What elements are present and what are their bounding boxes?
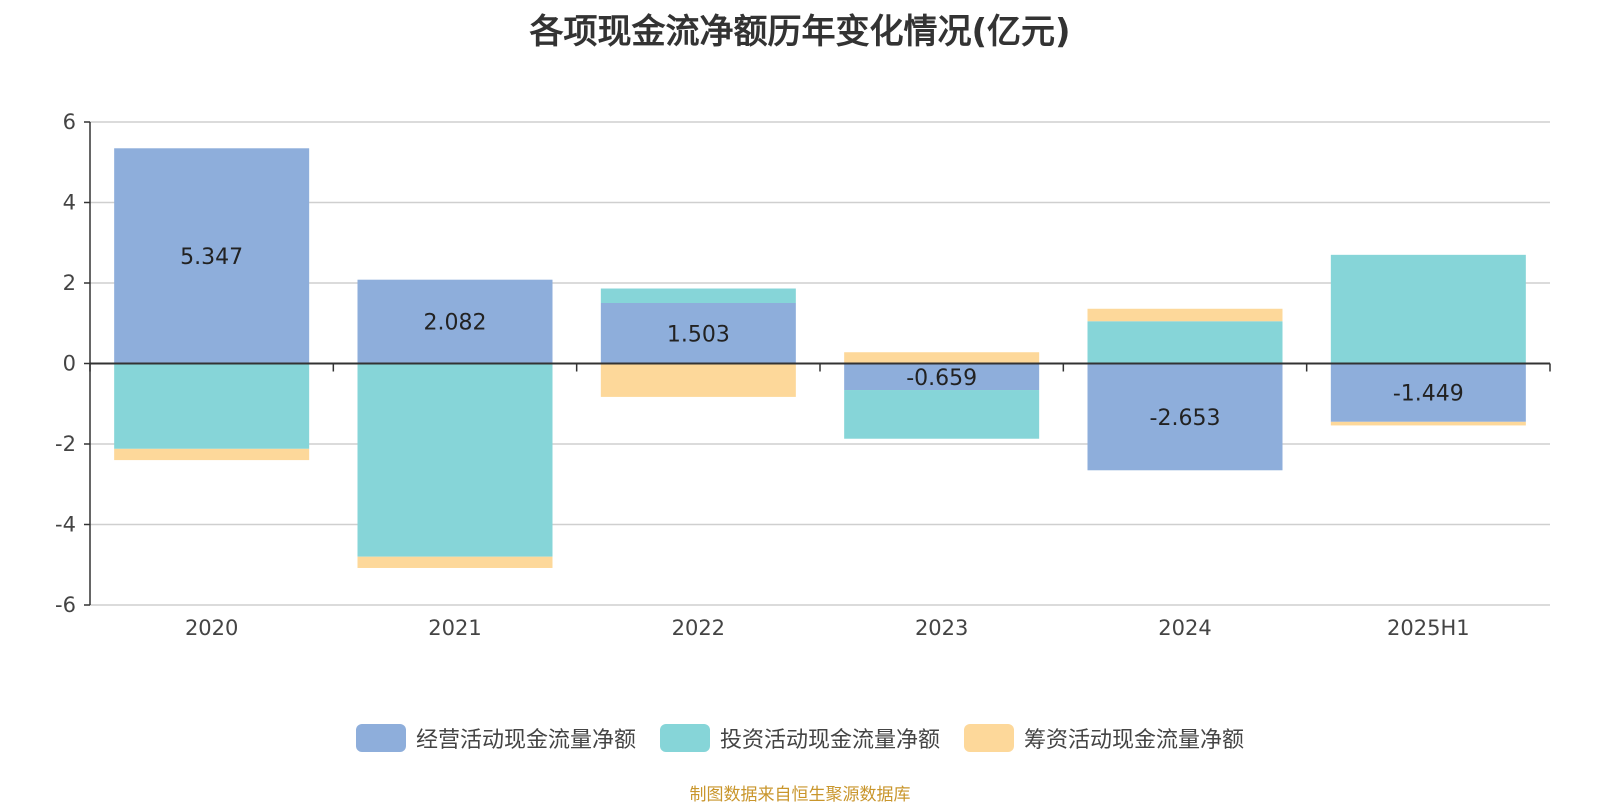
x-tick-label: 2025H1 bbox=[1387, 616, 1470, 640]
data-label-2021: 2.082 bbox=[424, 311, 487, 336]
bar-financing-2020[interactable] bbox=[114, 448, 310, 461]
legend-item-investing[interactable]: 投资活动现金流量净额 bbox=[659, 722, 940, 754]
x-tick-label: 2024 bbox=[1158, 616, 1211, 640]
bar-financing-2022[interactable] bbox=[600, 363, 796, 397]
legend-label-financing: 筹资活动现金流量净额 bbox=[1024, 728, 1245, 753]
legend-swatch-financing bbox=[964, 724, 1014, 752]
legend-swatch-investing bbox=[659, 724, 710, 752]
bar-operating-2023[interactable] bbox=[844, 363, 1040, 391]
bar-financing-2024[interactable] bbox=[1087, 308, 1283, 322]
bar-operating-2021[interactable] bbox=[357, 279, 553, 364]
legend-item-financing[interactable]: 筹资活动现金流量净额 bbox=[964, 722, 1244, 754]
data-label-2022: 1.503 bbox=[667, 322, 730, 347]
data-label-2025H1: -1.449 bbox=[1393, 382, 1464, 407]
legend-label-investing: 投资活动现金流量净额 bbox=[719, 728, 940, 753]
data-label-2020: 5.347 bbox=[180, 245, 243, 270]
x-tick-label: 2021 bbox=[428, 616, 481, 640]
bar-investing-2022[interactable] bbox=[600, 288, 796, 304]
legend-item-operating[interactable]: 经营活动现金流量净额 bbox=[355, 722, 636, 754]
bar-operating-2025H1[interactable] bbox=[1330, 363, 1526, 422]
x-tick-label: 2023 bbox=[915, 616, 968, 640]
bar-financing-2021[interactable] bbox=[357, 556, 553, 568]
legend-label-operating: 经营活动现金流量净额 bbox=[415, 728, 636, 753]
data-label-2024: -2.653 bbox=[1150, 406, 1221, 431]
legend-swatch-operating bbox=[355, 724, 406, 752]
bar-operating-2022[interactable] bbox=[600, 303, 796, 364]
bar-investing-2020[interactable] bbox=[114, 363, 310, 449]
x-tick-label: 2020 bbox=[185, 616, 238, 640]
bar-investing-2021[interactable] bbox=[357, 363, 553, 557]
chart-title: 各项现金流净额历年变化情况(亿元) bbox=[529, 12, 1071, 52]
bar-financing-2023[interactable] bbox=[844, 352, 1040, 364]
y-tick-label: 6 bbox=[63, 110, 76, 134]
y-tick-label: -6 bbox=[55, 593, 76, 617]
bar-operating-2024[interactable] bbox=[1087, 363, 1283, 471]
bar-operating-2020[interactable] bbox=[114, 148, 310, 364]
y-tick-label: -4 bbox=[55, 513, 76, 537]
data-label-2023: -0.659 bbox=[906, 366, 977, 391]
bar-financing-2025H1[interactable] bbox=[1330, 421, 1526, 426]
y-tick-label: -2 bbox=[55, 432, 76, 456]
y-tick-label: 2 bbox=[63, 271, 76, 295]
bar-investing-2025H1[interactable] bbox=[1330, 254, 1526, 364]
y-tick-label: 4 bbox=[63, 191, 76, 215]
y-tick-label: 0 bbox=[63, 352, 76, 376]
bar-investing-2023[interactable] bbox=[844, 390, 1040, 439]
x-tick-label: 2022 bbox=[672, 616, 725, 640]
bar-investing-2024[interactable] bbox=[1087, 321, 1283, 364]
source-note: 制图数据来自恒生聚源数据库 bbox=[689, 785, 911, 805]
legend: 经营活动现金流量净额 投资活动现金流量净额 筹资活动现金流量净额 bbox=[0, 722, 1600, 754]
